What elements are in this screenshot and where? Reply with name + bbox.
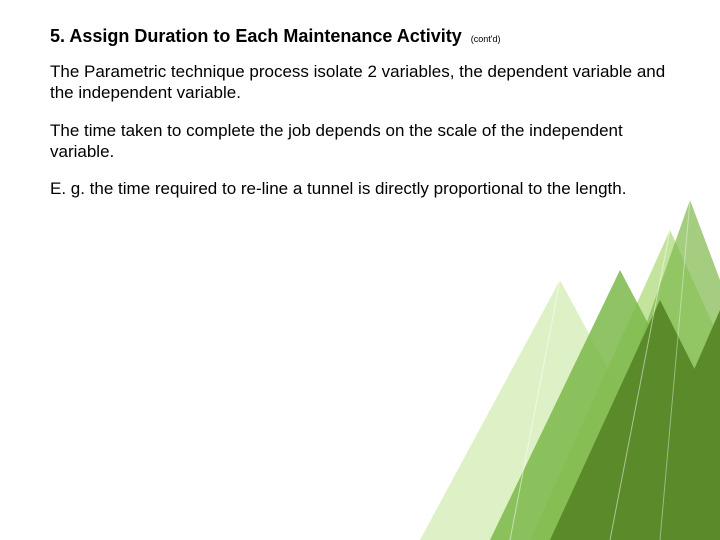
- paragraph: The Parametric technique process isolate…: [50, 61, 670, 104]
- slide-content: 5. Assign Duration to Each Maintenance A…: [50, 26, 680, 215]
- paragraph: E. g. the time required to re-line a tun…: [50, 178, 670, 199]
- heading-suffix: (cont'd): [471, 34, 501, 44]
- leaf-decoration: [360, 160, 720, 540]
- slide-heading: 5. Assign Duration to Each Maintenance A…: [50, 26, 680, 47]
- paragraph: The time taken to complete the job depen…: [50, 120, 670, 163]
- heading-text: 5. Assign Duration to Each Maintenance A…: [50, 26, 462, 46]
